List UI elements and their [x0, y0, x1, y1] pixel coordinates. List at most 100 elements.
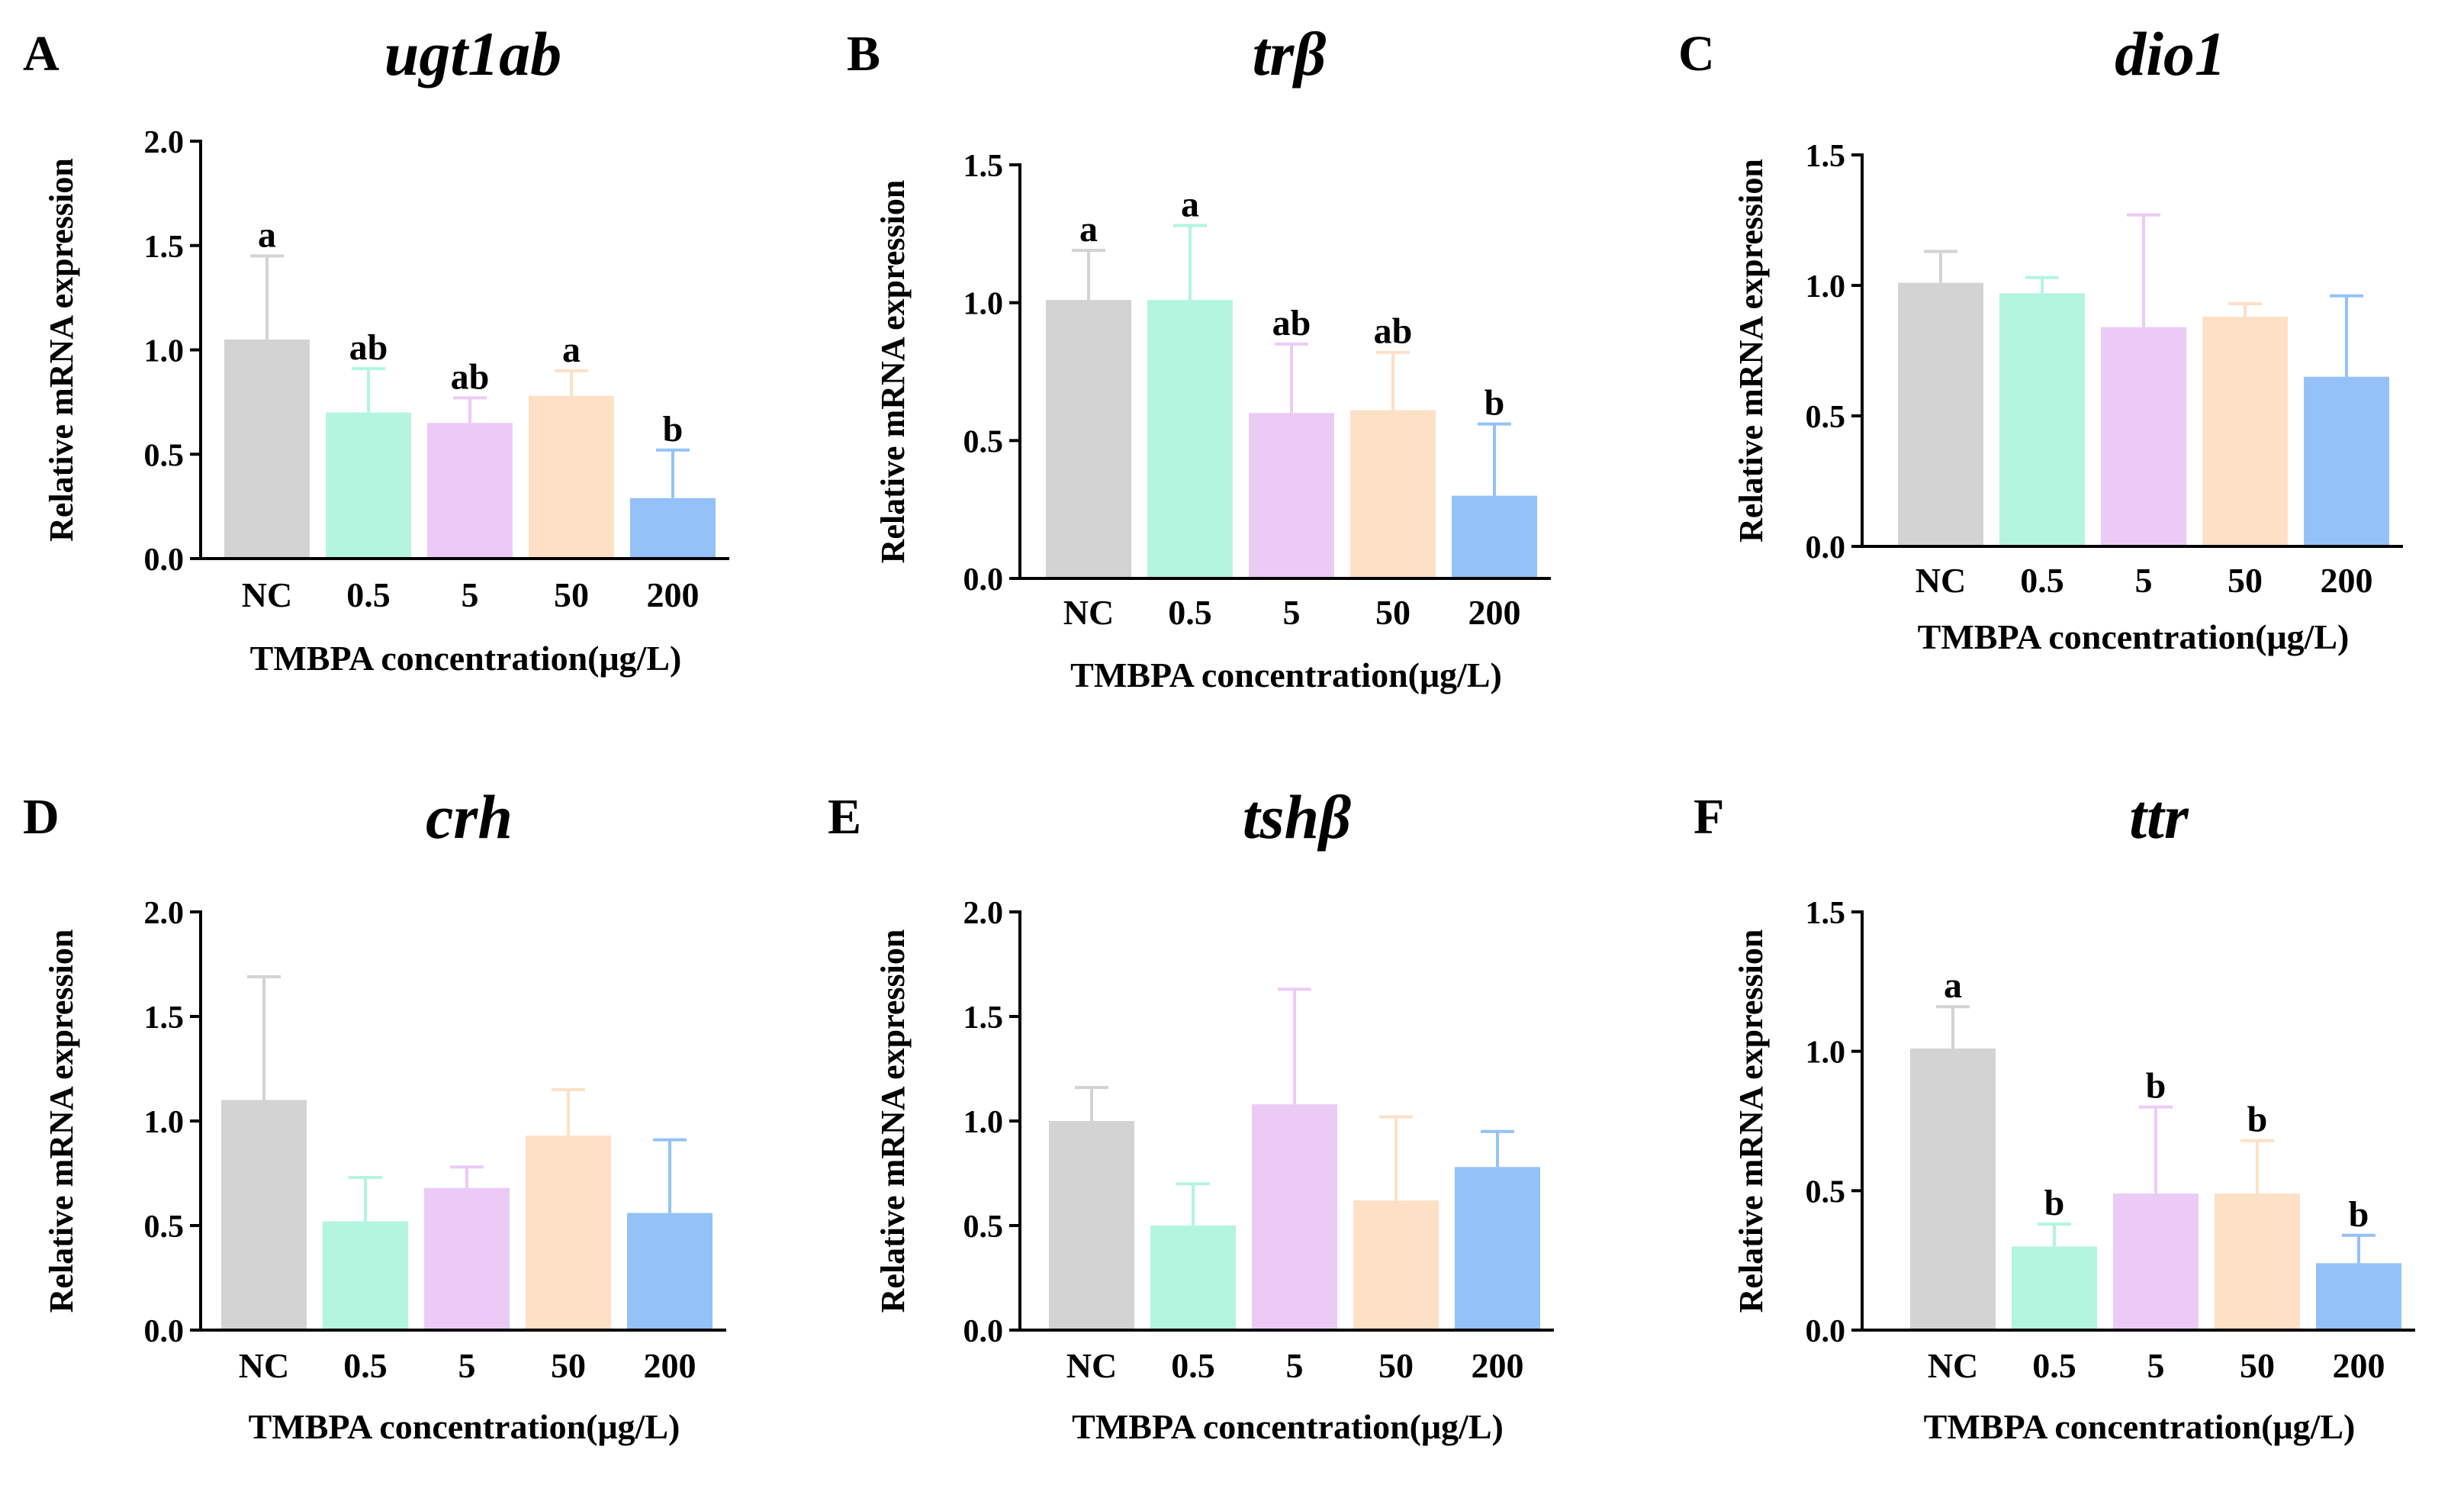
x-axis-label: TMBPA concentration(μg/L)	[250, 639, 682, 678]
y-tick-label: 1.5	[144, 1000, 185, 1036]
panel-label: F	[1694, 789, 1724, 845]
significance-label: b	[663, 409, 684, 449]
x-category-label: NC	[239, 1346, 289, 1385]
y-axis-label: Relative mRNA expression	[43, 158, 80, 542]
y-tick-label: 0.0	[963, 562, 1004, 598]
bar	[1353, 1200, 1439, 1330]
y-tick-label: 2.0	[144, 896, 185, 931]
y-axis-label: Relative mRNA expression	[43, 929, 80, 1313]
y-tick-label: 0.0	[144, 543, 185, 578]
x-category-label: NC	[1916, 561, 1966, 600]
significance-label: a	[1944, 965, 1962, 1006]
bar	[427, 423, 513, 559]
significance-label: b	[1485, 383, 1505, 424]
x-axis-label: TMBPA concentration(μg/L)	[1072, 1407, 1504, 1446]
significance-label: b	[2349, 1194, 2369, 1235]
x-category-label: 50	[1378, 1346, 1414, 1385]
bar	[1249, 413, 1334, 578]
significance-label: ab	[451, 356, 490, 397]
bar	[2202, 317, 2288, 546]
x-category-label: NC	[242, 575, 292, 614]
y-tick-label: 0.5	[1806, 1174, 1846, 1210]
y-tick-label: 0.0	[144, 1314, 185, 1349]
x-category-label: 0.5	[1171, 1346, 1215, 1385]
y-tick-label: 0.0	[963, 1314, 1004, 1349]
x-category-label: 200	[647, 575, 700, 614]
y-tick-label: 1.5	[1806, 896, 1846, 931]
x-axis-label: TMBPA concentration(μg/L)	[249, 1407, 680, 1446]
significance-label: b	[2044, 1183, 2065, 1223]
panel-label: B	[847, 26, 880, 82]
x-category-label: NC	[1063, 593, 1114, 632]
y-tick-label: 0.5	[1806, 400, 1846, 435]
bar	[224, 339, 310, 559]
y-tick-label: 0.0	[1806, 530, 1846, 565]
panel-label: E	[828, 789, 861, 845]
y-tick-label: 1.0	[144, 1105, 185, 1140]
significance-label: ab	[1272, 303, 1311, 343]
bar	[2113, 1193, 2199, 1330]
bar	[221, 1100, 307, 1330]
chart-title: crh	[426, 782, 513, 852]
significance-label: b	[2247, 1100, 2268, 1140]
y-tick-label: 2.0	[963, 896, 1004, 931]
y-tick-label: 1.5	[963, 149, 1004, 184]
chart-title: ugt1ab	[384, 19, 561, 89]
y-axis-label: Relative mRNA expression	[874, 929, 912, 1313]
x-category-label: 50	[554, 575, 589, 614]
y-tick-label: 1.0	[1806, 1036, 1846, 1071]
bar	[1350, 410, 1436, 578]
panel-label: D	[23, 789, 60, 845]
y-axis-label: Relative mRNA expression	[874, 180, 912, 564]
x-category-label: 0.5	[343, 1346, 388, 1385]
chart-title: dio1	[2115, 19, 2226, 89]
x-category-label: 200	[1468, 593, 1521, 632]
x-category-label: 0.5	[2032, 1346, 2076, 1385]
x-category-label: 5	[462, 575, 479, 614]
x-category-label: 5	[458, 1346, 476, 1385]
y-tick-label: 2.0	[144, 125, 185, 160]
x-category-label: 0.5	[2020, 561, 2064, 600]
x-axis-label: TMBPA concentration(μg/L)	[1918, 617, 2350, 656]
bar	[2304, 376, 2389, 546]
x-category-label: 50	[2228, 561, 2263, 600]
bar	[1150, 1226, 1236, 1330]
significance-label: a	[258, 214, 276, 255]
x-category-label: 200	[2321, 561, 2373, 600]
panel-label: A	[23, 26, 60, 82]
y-tick-label: 0.5	[144, 438, 185, 473]
y-tick-label: 1.5	[144, 230, 185, 265]
significance-label: a	[1079, 209, 1098, 250]
y-tick-label: 1.0	[963, 1105, 1004, 1140]
significance-label: ab	[1374, 311, 1413, 352]
y-tick-label: 0.5	[144, 1210, 185, 1245]
bar	[2012, 1246, 2097, 1330]
bar	[627, 1213, 713, 1330]
bar	[1999, 293, 2085, 546]
y-tick-label: 1.0	[963, 287, 1004, 322]
x-category-label: 0.5	[346, 575, 391, 614]
x-category-label: 5	[1286, 1346, 1304, 1385]
bar	[1452, 495, 1537, 578]
x-category-label: NC	[1928, 1346, 1978, 1385]
bar	[323, 1221, 408, 1330]
x-category-label: 50	[1375, 593, 1411, 632]
y-tick-label: 1.0	[1806, 269, 1846, 304]
bar	[2101, 327, 2186, 546]
x-category-label: 200	[1472, 1346, 1524, 1385]
bar	[326, 412, 411, 559]
x-category-label: 50	[551, 1346, 586, 1385]
bar	[1049, 1121, 1134, 1330]
y-tick-label: 0.5	[963, 424, 1004, 459]
y-tick-label: 1.0	[144, 334, 185, 369]
significance-label: a	[562, 330, 581, 370]
x-category-label: 0.5	[1168, 593, 1212, 632]
significance-label: b	[2146, 1066, 2166, 1107]
x-category-label: 5	[2147, 1346, 2165, 1385]
